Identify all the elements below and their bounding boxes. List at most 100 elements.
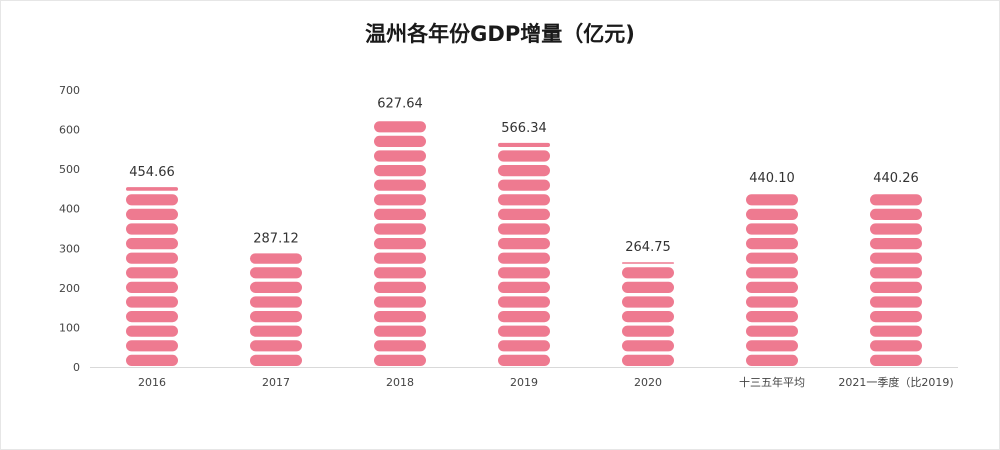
x-tick-label: 十三五年平均 — [739, 375, 805, 389]
bar-segment — [374, 150, 426, 162]
bar-segment — [498, 150, 550, 162]
bar-segment — [746, 325, 798, 337]
bar-segment — [374, 223, 426, 235]
bar-segment — [498, 267, 550, 279]
data-label: 440.26 — [873, 171, 919, 186]
bar-segment — [126, 311, 178, 323]
bar-segment — [374, 325, 426, 337]
bar-segment — [746, 354, 798, 366]
bar-segment — [498, 311, 550, 323]
bar-segment — [126, 354, 178, 366]
bar-segment — [374, 252, 426, 264]
y-tick-label: 700 — [59, 84, 80, 97]
bar-segment — [250, 267, 302, 279]
bar-segment — [374, 267, 426, 279]
y-tick-label: 600 — [59, 124, 80, 137]
bar-segment — [126, 187, 178, 191]
x-tick-label: 2020 — [634, 376, 662, 389]
x-tick-label: 2017 — [262, 376, 290, 389]
bar-segment — [746, 208, 798, 220]
bar-segment — [870, 281, 922, 293]
data-label: 566.34 — [501, 121, 547, 136]
bar-segment — [622, 262, 674, 264]
bar-segment — [374, 354, 426, 366]
bar-segment — [498, 223, 550, 235]
bar-segment — [498, 238, 550, 250]
x-tick-label: 2019 — [510, 376, 538, 389]
x-tick-label: 2016 — [138, 376, 166, 389]
bar-segment — [126, 296, 178, 308]
bar — [622, 262, 674, 366]
y-tick-label: 300 — [59, 242, 80, 255]
bar-segment — [870, 354, 922, 366]
bar-segment — [622, 267, 674, 279]
y-tick-label: 500 — [59, 163, 80, 176]
bar — [870, 194, 922, 366]
bar-segment — [250, 325, 302, 337]
bar-segment — [374, 311, 426, 323]
bar-segment — [374, 179, 426, 191]
y-tick-label: 100 — [59, 321, 80, 334]
bar-segment — [126, 223, 178, 235]
bar-segment — [870, 325, 922, 337]
bar-segment — [374, 121, 426, 133]
bar-segment — [622, 340, 674, 352]
bar-segment — [746, 194, 798, 206]
bar-segment — [250, 340, 302, 352]
y-tick-label: 200 — [59, 282, 80, 295]
bar-segment — [870, 208, 922, 220]
bar-segment — [746, 281, 798, 293]
bar-segment — [870, 340, 922, 352]
bar-segment — [746, 223, 798, 235]
bar-segment — [498, 208, 550, 220]
bar-segment — [498, 325, 550, 337]
bar-segment — [498, 179, 550, 191]
data-label: 264.75 — [625, 240, 671, 255]
bar-segment — [870, 238, 922, 250]
bar-segment — [374, 238, 426, 250]
y-tick-label: 0 — [73, 361, 80, 374]
bar — [746, 194, 798, 366]
bar-segment — [126, 281, 178, 293]
bar — [250, 253, 302, 366]
bar-segment — [746, 311, 798, 323]
y-tick-label: 400 — [59, 203, 80, 216]
bar-segment — [250, 311, 302, 323]
bar-segment — [622, 281, 674, 293]
bar-segment — [374, 281, 426, 293]
chart-title: 温州各年份GDP增量（亿元) — [365, 22, 635, 46]
bar-segment — [870, 296, 922, 308]
x-tick-label: 2021一季度（比2019) — [838, 375, 953, 389]
bar-segment — [622, 325, 674, 337]
bar-segment — [250, 281, 302, 293]
bar-segment — [374, 165, 426, 177]
bar-segment — [870, 223, 922, 235]
bar-segment — [374, 135, 426, 147]
data-label: 627.64 — [377, 97, 423, 112]
bar-segment — [746, 252, 798, 264]
bar-segment — [870, 311, 922, 323]
bar-segment — [746, 238, 798, 250]
bar-segment — [746, 296, 798, 308]
bar-segment — [746, 267, 798, 279]
bar-segment — [870, 252, 922, 264]
bar-segment — [498, 165, 550, 177]
data-label: 440.10 — [749, 171, 795, 186]
data-label: 454.66 — [129, 165, 175, 180]
bar-segment — [374, 208, 426, 220]
bar-segment — [498, 354, 550, 366]
bar-segment — [498, 296, 550, 308]
bar-segment — [250, 253, 302, 264]
bar-segment — [126, 252, 178, 264]
bar-segment — [622, 354, 674, 366]
bar-segment — [126, 208, 178, 220]
bar-segment — [498, 194, 550, 206]
bar-segment — [250, 296, 302, 308]
bar-segment — [870, 267, 922, 279]
bar-segment — [374, 340, 426, 352]
bar-segment — [498, 142, 550, 147]
bar-segment — [250, 354, 302, 366]
bar — [498, 142, 550, 366]
bar-segment — [498, 340, 550, 352]
